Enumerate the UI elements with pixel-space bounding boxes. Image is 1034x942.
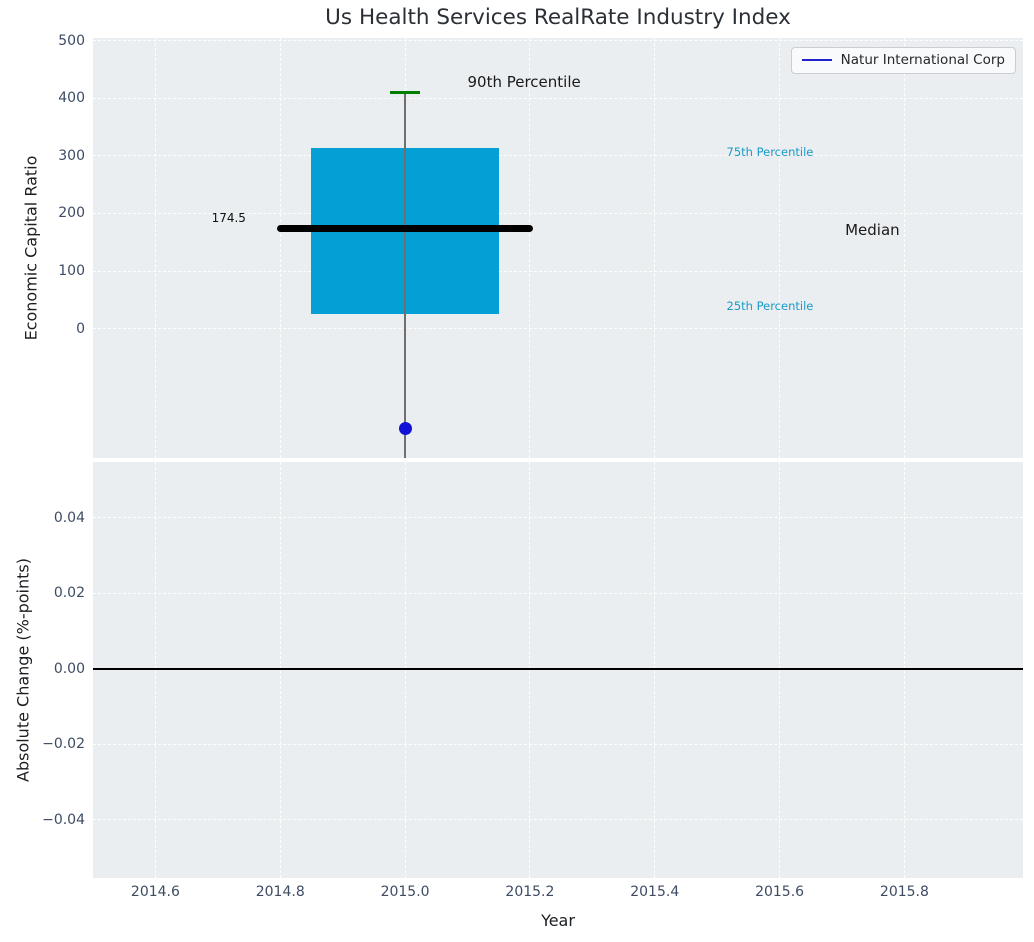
y-gridline	[93, 328, 1023, 330]
y-tick-label: 200	[58, 205, 85, 222]
axes-top-boxplot: Natur International Corp 90th Percentile…	[93, 38, 1023, 458]
y-gridline	[93, 212, 1023, 214]
company-dot	[398, 422, 412, 436]
x-gridline	[279, 462, 281, 878]
x-gridline	[279, 38, 281, 458]
y-gridline	[93, 592, 1023, 594]
x-gridline	[154, 38, 156, 458]
y-tick-label: 300	[58, 147, 85, 164]
annotation-25th-percentile: 25th Percentile	[726, 298, 814, 313]
y-tick-label: 400	[58, 90, 85, 107]
legend-line-swatch	[801, 59, 832, 61]
y-gridline	[93, 819, 1023, 821]
x-gridline	[654, 38, 656, 458]
zero-line	[93, 667, 1023, 670]
x-tick-label: 2014.8	[255, 884, 305, 900]
y-axis-label-top: Economic Capital Ratio	[21, 155, 41, 341]
annotation-75th-percentile: 75th Percentile	[726, 145, 814, 160]
y-tick-label: 0.02	[53, 585, 85, 602]
x-gridline	[903, 38, 905, 458]
y-tick-label: −0.04	[42, 811, 85, 828]
y-gridline	[93, 270, 1023, 272]
x-gridline	[654, 462, 656, 878]
median-line	[277, 224, 534, 232]
y-gridline	[93, 40, 1023, 42]
chart-title: Us Health Services RealRate Industry Ind…	[325, 5, 791, 30]
y-tick-label: 500	[58, 32, 85, 49]
y-gridline	[93, 155, 1023, 157]
x-tick-label: 2015.6	[755, 884, 805, 900]
x-gridline	[903, 462, 905, 878]
y-gridline	[93, 517, 1023, 519]
x-tick-label: 2015.4	[630, 884, 680, 900]
annotation-90th-percentile: 90th Percentile	[467, 73, 581, 92]
y-tick-label: −0.02	[42, 736, 85, 753]
x-gridline	[529, 462, 531, 878]
x-gridline	[779, 38, 781, 458]
legend: Natur International Corp	[790, 47, 1016, 74]
x-tick-label: 2015.0	[380, 884, 430, 900]
y-tick-label: 0.04	[53, 509, 85, 526]
x-tick-label: 2015.8	[879, 884, 929, 900]
annotation-174-5: 174.5	[211, 210, 246, 225]
x-gridline	[529, 38, 531, 458]
axes-bottom-change	[93, 462, 1023, 878]
x-gridline	[779, 462, 781, 878]
y-tick-label: 100	[58, 263, 85, 279]
legend-label: Natur International Corp	[840, 52, 1005, 68]
y-tick-label: 0.00	[53, 660, 85, 677]
x-axis-label: Year	[541, 911, 575, 930]
whisker-cap-90th-percentile	[390, 91, 421, 95]
x-tick-label: 2014.6	[130, 884, 180, 900]
y-gridline	[93, 97, 1023, 99]
y-gridline	[93, 743, 1023, 745]
x-gridline	[154, 462, 156, 878]
y-tick-label: 0	[76, 320, 85, 337]
x-gridline	[404, 462, 406, 878]
annotation-median: Median	[845, 220, 900, 239]
x-tick-label: 2015.2	[505, 884, 555, 900]
whisker-line	[404, 92, 406, 458]
